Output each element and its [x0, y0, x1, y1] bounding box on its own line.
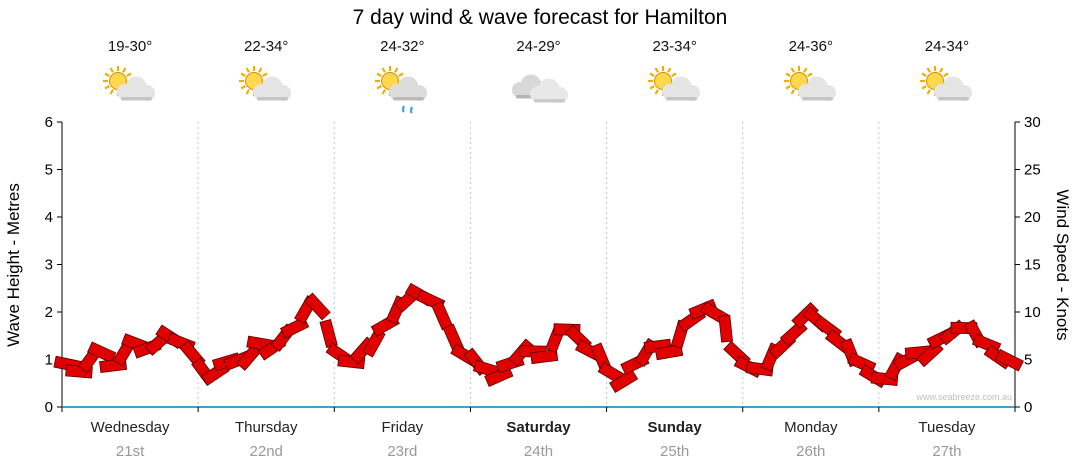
day-name-label: Sunday: [647, 419, 702, 436]
day-date-label: 24th: [523, 443, 554, 460]
wind-flag: [654, 343, 684, 361]
day-date-label: 25th: [660, 443, 690, 460]
day-temperature: 22-34°: [244, 38, 289, 55]
cloud-icon: [529, 78, 568, 103]
left-tick-label: 4: [45, 209, 53, 226]
rain-drops-icon: [402, 105, 414, 114]
right-tick-label: 15: [1024, 257, 1041, 274]
cloud-icon: [661, 76, 700, 101]
wind-flag: [484, 365, 514, 387]
day-temperature: 24-34°: [924, 38, 970, 55]
sun-cloud-icon: [98, 66, 162, 116]
cloud-icon: [117, 76, 156, 101]
page-title: 7 day wind & wave forecast for Hamilton: [352, 6, 728, 29]
day-date-label: 21st: [115, 443, 145, 460]
wind-flag: [87, 341, 117, 364]
left-tick-label: 3: [45, 257, 53, 274]
cloud-icon: [933, 76, 972, 101]
sun-cloud-icon: [234, 66, 298, 116]
wind-flag: [530, 349, 559, 365]
day-name-label: Wednesday: [90, 419, 170, 436]
right-tick-label: 0: [1024, 399, 1032, 416]
day-temperature: 23-34°: [652, 38, 697, 55]
right-tick-label: 10: [1024, 304, 1041, 321]
wind-flag: [609, 369, 639, 393]
left-tick-label: 2: [45, 304, 53, 321]
day-date-label: 26th: [796, 443, 826, 460]
day-date-label: 22nd: [249, 443, 283, 460]
day-name-label: Tuesday: [918, 419, 976, 436]
day-name-label: Friday: [381, 419, 424, 436]
wind-flag: [303, 292, 331, 321]
right-tick-label: 5: [1024, 352, 1032, 369]
right-tick-label: 30: [1024, 114, 1041, 131]
right-tick-label: 20: [1024, 209, 1041, 226]
day-name-label: Saturday: [506, 419, 571, 436]
cloud-icon: [797, 76, 836, 101]
left-tick-label: 5: [45, 162, 53, 179]
day-temperature: 24-29°: [516, 38, 561, 55]
day-temperature: 24-32°: [380, 38, 425, 55]
wind-flag: [718, 314, 733, 343]
day-date-label: 27th: [932, 443, 962, 460]
cloud-icon: [253, 76, 292, 101]
right-tick-label: 25: [1024, 162, 1041, 179]
day-name-label: Monday: [784, 419, 838, 436]
cloud-icon: [389, 76, 428, 101]
sun-cloud-icon: [915, 66, 979, 116]
left-tick-label: 6: [45, 114, 53, 131]
day-date-label: 23rd: [387, 443, 418, 460]
sun-cloud-icon: [643, 66, 707, 116]
wind-flag: [994, 348, 1024, 372]
sun-cloud-rain-icon: [370, 66, 434, 116]
cloud-icon: [507, 66, 571, 116]
left-tick-label: 1: [45, 352, 53, 369]
left-tick-label: 0: [45, 399, 53, 416]
watermark: www.seabreeze.com.au: [916, 392, 1012, 402]
day-temperature: 24-36°: [788, 38, 833, 55]
day-temperature: 19-30°: [107, 38, 153, 55]
day-name-label: Thursday: [234, 419, 298, 436]
sun-cloud-icon: [779, 66, 843, 116]
